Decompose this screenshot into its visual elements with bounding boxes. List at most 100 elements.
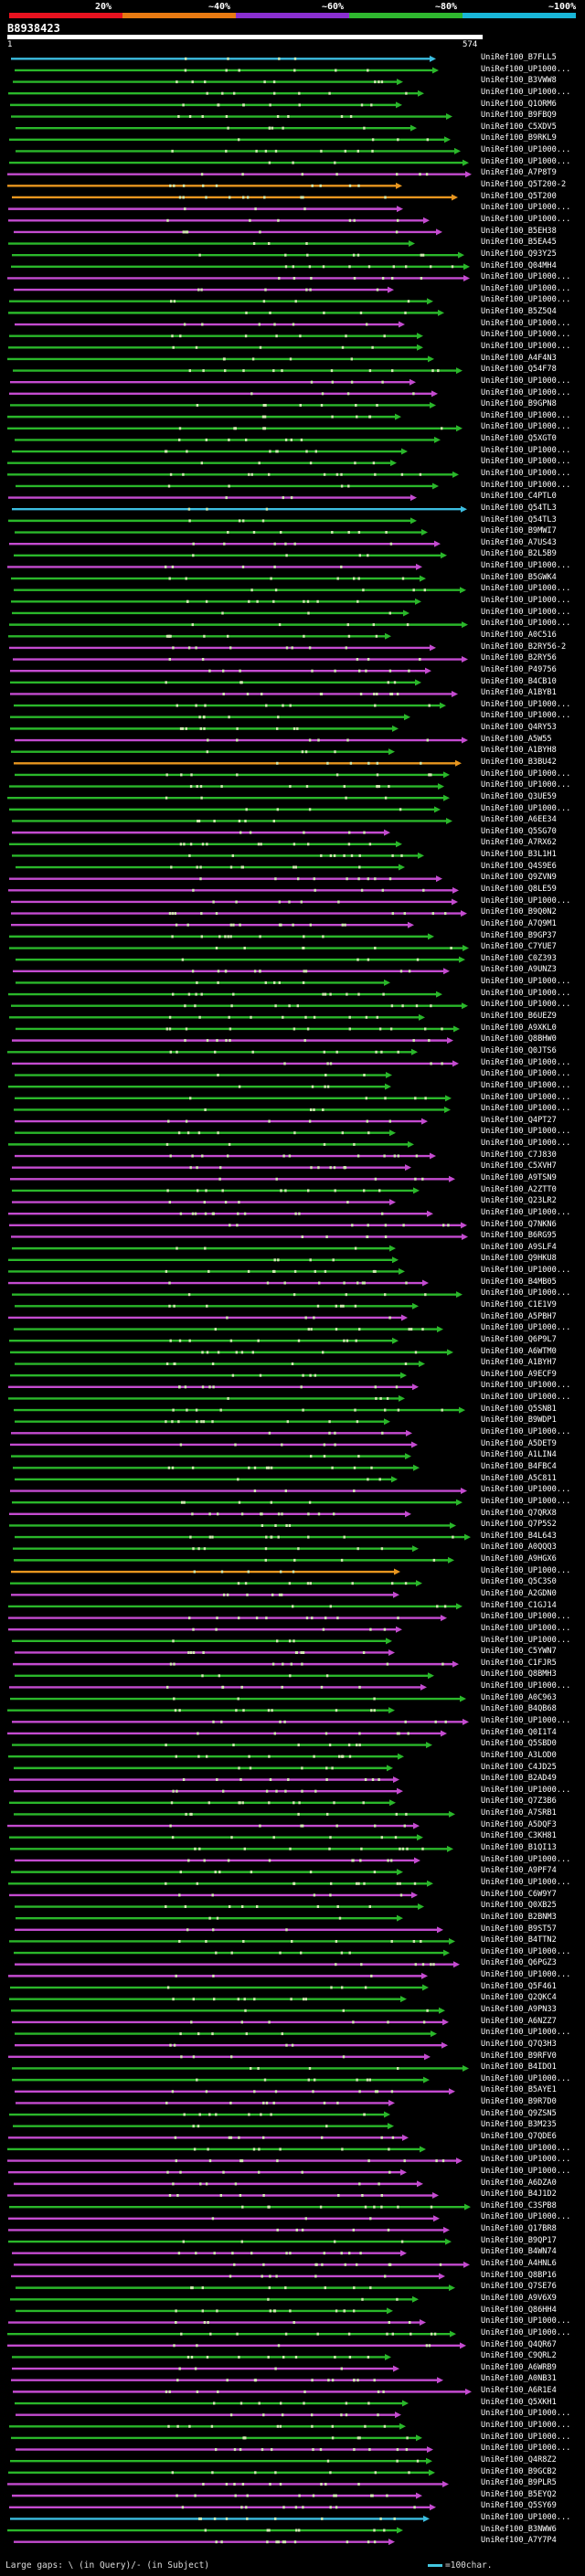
hit-label[interactable]: UniRef100_A0NB31 bbox=[481, 2374, 557, 2384]
hit-label[interactable]: UniRef100_B7FLL5 bbox=[481, 53, 557, 62]
hit-label[interactable]: UniRef100_UP1000... bbox=[481, 1381, 571, 1391]
hit-label[interactable]: UniRef100_UP1000... bbox=[481, 1207, 571, 1217]
hit-label[interactable]: UniRef100_A7US43 bbox=[481, 537, 557, 547]
hit-label[interactable]: UniRef100_B3NWW6 bbox=[481, 2524, 557, 2534]
hit-label[interactable]: UniRef100_A4F4N3 bbox=[481, 353, 557, 363]
hit-label[interactable]: UniRef100_UP1000... bbox=[481, 2316, 571, 2327]
hit-label[interactable]: UniRef100_UP1000... bbox=[481, 64, 571, 74]
hit-label[interactable]: UniRef100_A1BYH8 bbox=[481, 746, 557, 756]
hit-label[interactable]: UniRef100_Q04MH4 bbox=[481, 260, 557, 270]
hit-label[interactable]: UniRef100_UP1000... bbox=[481, 318, 571, 328]
hit-label[interactable]: UniRef100_C3KH81 bbox=[481, 1831, 557, 1841]
hit-label[interactable]: UniRef100_UP1000... bbox=[481, 803, 571, 813]
hit-label[interactable]: UniRef100_Q4S9E6 bbox=[481, 861, 557, 871]
hit-label[interactable]: UniRef100_Q9ZVN9 bbox=[481, 873, 557, 883]
hit-label[interactable]: UniRef100_C1GJ14 bbox=[481, 1600, 557, 1610]
hit-label[interactable]: UniRef100_UP1000... bbox=[481, 1485, 571, 1495]
hit-label[interactable]: UniRef100_Q93Y25 bbox=[481, 249, 557, 259]
hit-label[interactable]: UniRef100_Q4R8Z2 bbox=[481, 2454, 557, 2465]
hit-label[interactable]: UniRef100_UP1000... bbox=[481, 156, 571, 166]
hit-label[interactable]: UniRef100_C5YWN7 bbox=[481, 1647, 557, 1657]
hit-label[interactable]: UniRef100_UP1000... bbox=[481, 896, 571, 906]
hit-label[interactable]: UniRef100_A6R1E4 bbox=[481, 2386, 557, 2396]
hit-label[interactable]: UniRef100_A0C963 bbox=[481, 1692, 557, 1702]
hit-label[interactable]: UniRef100_UP1000... bbox=[481, 1565, 571, 1575]
hit-label[interactable]: UniRef100_Q7QRX8 bbox=[481, 1508, 557, 1518]
hit-label[interactable]: UniRef100_UP1000... bbox=[481, 422, 571, 432]
hit-label[interactable]: UniRef100_B5GWK4 bbox=[481, 572, 557, 582]
hit-label[interactable]: UniRef100_B9RFV0 bbox=[481, 2051, 557, 2061]
hit-label[interactable]: UniRef100_UP1000... bbox=[481, 1877, 571, 1887]
hit-label[interactable]: UniRef100_UP1000... bbox=[481, 1716, 571, 1725]
hit-label[interactable]: UniRef100_UP1000... bbox=[481, 203, 571, 213]
hit-label[interactable]: UniRef100_UP1000... bbox=[481, 2212, 571, 2222]
hit-label[interactable]: UniRef100_UP1000... bbox=[481, 769, 571, 779]
hit-label[interactable]: UniRef100_A4HNL6 bbox=[481, 2259, 557, 2269]
hit-label[interactable]: UniRef100_UP1000... bbox=[481, 561, 571, 571]
hit-label[interactable]: UniRef100_B9QP17 bbox=[481, 2235, 557, 2245]
hit-label[interactable]: UniRef100_Q5SG70 bbox=[481, 826, 557, 836]
hit-label[interactable]: UniRef100_UP1000... bbox=[481, 1681, 571, 1691]
hit-label[interactable]: UniRef100_UP1000... bbox=[481, 341, 571, 351]
hit-label[interactable]: UniRef100_C9QRL2 bbox=[481, 2351, 557, 2361]
hit-label[interactable]: UniRef100_UP1000... bbox=[481, 480, 571, 490]
hit-label[interactable]: UniRef100_UP1000... bbox=[481, 2327, 571, 2337]
hit-label[interactable]: UniRef100_B4CB10 bbox=[481, 676, 557, 686]
hit-label[interactable]: UniRef100_UP1000... bbox=[481, 988, 571, 998]
hit-label[interactable]: UniRef100_B3VWW8 bbox=[481, 76, 557, 86]
hit-label[interactable]: UniRef100_UP1000... bbox=[481, 1139, 571, 1149]
hit-label[interactable]: UniRef100_A7P8T9 bbox=[481, 168, 557, 178]
hit-label[interactable]: UniRef100_A2ZTT0 bbox=[481, 1184, 557, 1194]
hit-label[interactable]: UniRef100_UP1000... bbox=[481, 977, 571, 987]
hit-label[interactable]: UniRef100_UP1000... bbox=[481, 584, 571, 594]
hit-label[interactable]: UniRef100_C7J830 bbox=[481, 1150, 557, 1160]
hit-label[interactable]: UniRef100_A9PN33 bbox=[481, 2004, 557, 2014]
hit-label[interactable]: UniRef100_A7Q9M1 bbox=[481, 918, 557, 928]
hit-label[interactable]: UniRef100_Q7NKN6 bbox=[481, 1219, 557, 1229]
hit-label[interactable]: UniRef100_A9ECF9 bbox=[481, 1369, 557, 1379]
hit-label[interactable]: UniRef100_Q4RY53 bbox=[481, 723, 557, 733]
hit-label[interactable]: UniRef100_B4MB05 bbox=[481, 1277, 557, 1287]
hit-label[interactable]: UniRef100_B3L1H1 bbox=[481, 850, 557, 860]
hit-label[interactable]: UniRef100_C0Z393 bbox=[481, 953, 557, 963]
hit-label[interactable]: UniRef100_B4J1D2 bbox=[481, 2189, 557, 2200]
hit-label[interactable]: UniRef100_A6DZA0 bbox=[481, 2178, 557, 2188]
hit-label[interactable]: UniRef100_UP1000... bbox=[481, 1496, 571, 1506]
hit-label[interactable]: UniRef100_A2GDN0 bbox=[481, 1588, 557, 1598]
hit-label[interactable]: UniRef100_UP1000... bbox=[481, 283, 571, 293]
hit-label[interactable]: UniRef100_Q9ZSN5 bbox=[481, 2108, 557, 2118]
hit-label[interactable]: UniRef100_B9MWI7 bbox=[481, 526, 557, 536]
hit-label[interactable]: UniRef100_Q0XB25 bbox=[481, 1901, 557, 1911]
hit-label[interactable]: UniRef100_UP1000... bbox=[481, 1427, 571, 1437]
hit-label[interactable]: UniRef100_B4IDO1 bbox=[481, 2062, 557, 2072]
hit-label[interactable]: UniRef100_Q6P9L7 bbox=[481, 1334, 557, 1344]
hit-label[interactable]: UniRef100_Q5SBD0 bbox=[481, 1739, 557, 1749]
hit-label[interactable]: UniRef100_UP1000... bbox=[481, 1104, 571, 1114]
hit-label[interactable]: UniRef100_B4FBC4 bbox=[481, 1461, 557, 1471]
hit-label[interactable]: UniRef100_UP1000... bbox=[481, 330, 571, 340]
hit-label[interactable]: UniRef100_Q5SNB1 bbox=[481, 1404, 557, 1414]
hit-label[interactable]: UniRef100_UP1000... bbox=[481, 2432, 571, 2442]
hit-label[interactable]: UniRef100_B2RY56-2 bbox=[481, 641, 567, 652]
hit-label[interactable]: UniRef100_Q9HKU8 bbox=[481, 1254, 557, 1264]
hit-label[interactable]: UniRef100_Q86HH4 bbox=[481, 2305, 557, 2315]
hit-label[interactable]: UniRef100_B5EA45 bbox=[481, 238, 557, 248]
hit-label[interactable]: UniRef100_Q8BP16 bbox=[481, 2270, 557, 2280]
hit-label[interactable]: UniRef100_B1QI13 bbox=[481, 1843, 557, 1853]
hit-label[interactable]: UniRef100_B6UEZ9 bbox=[481, 1012, 557, 1022]
hit-label[interactable]: UniRef100_B9PLR5 bbox=[481, 2478, 557, 2488]
hit-label[interactable]: UniRef100_UP1000... bbox=[481, 2028, 571, 2038]
hit-label[interactable]: UniRef100_A9V6X9 bbox=[481, 2293, 557, 2303]
hit-label[interactable]: UniRef100_Q8BMH3 bbox=[481, 1670, 557, 1680]
hit-label[interactable]: UniRef100_UP1000... bbox=[481, 1000, 571, 1010]
hit-label[interactable]: UniRef100_Q7Z3B6 bbox=[481, 1797, 557, 1807]
hit-label[interactable]: UniRef100_Q54F78 bbox=[481, 365, 557, 375]
hit-label[interactable]: UniRef100_Q4QR67 bbox=[481, 2339, 557, 2349]
hit-label[interactable]: UniRef100_A0C516 bbox=[481, 630, 557, 640]
hit-label[interactable]: UniRef100_UP1000... bbox=[481, 780, 571, 790]
hit-label[interactable]: UniRef100_UP1000... bbox=[481, 1069, 571, 1079]
hit-label[interactable]: UniRef100_UP1000... bbox=[481, 1092, 571, 1102]
hit-label[interactable]: UniRef100_B5EH38 bbox=[481, 226, 557, 236]
hit-label[interactable]: UniRef100_Q7P5S2 bbox=[481, 1520, 557, 1530]
hit-label[interactable]: UniRef100_UP1000... bbox=[481, 1323, 571, 1333]
